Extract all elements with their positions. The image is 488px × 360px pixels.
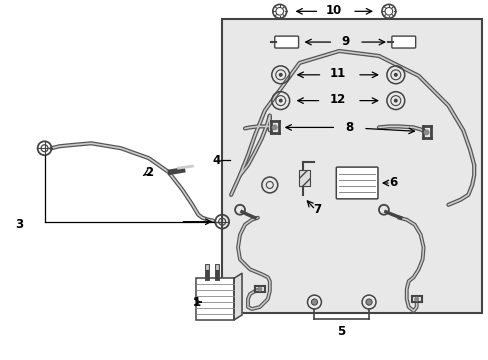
- Circle shape: [361, 295, 375, 309]
- FancyBboxPatch shape: [336, 167, 377, 199]
- Circle shape: [365, 299, 371, 305]
- Text: 12: 12: [329, 93, 346, 106]
- Text: 5: 5: [336, 325, 345, 338]
- Circle shape: [278, 99, 282, 103]
- Text: 9: 9: [341, 35, 348, 48]
- Circle shape: [307, 295, 321, 309]
- Text: 6: 6: [388, 176, 396, 189]
- Bar: [196, 278, 234, 320]
- Text: 8: 8: [345, 121, 353, 134]
- Text: 4: 4: [211, 154, 220, 167]
- Polygon shape: [234, 273, 242, 320]
- Circle shape: [257, 287, 262, 292]
- Text: 3: 3: [16, 218, 24, 231]
- Text: 1: 1: [192, 296, 200, 309]
- Text: 7: 7: [313, 203, 321, 216]
- Bar: [222, 19, 481, 313]
- Circle shape: [311, 299, 317, 305]
- FancyBboxPatch shape: [274, 36, 298, 48]
- Circle shape: [271, 125, 277, 130]
- Text: 2: 2: [144, 166, 152, 179]
- Text: 10: 10: [325, 4, 342, 17]
- Text: 11: 11: [329, 67, 346, 80]
- Bar: [298, 170, 310, 186]
- Circle shape: [423, 129, 428, 135]
- FancyBboxPatch shape: [391, 36, 415, 48]
- Circle shape: [278, 73, 282, 77]
- Circle shape: [393, 73, 397, 77]
- Circle shape: [393, 99, 397, 103]
- Circle shape: [413, 297, 418, 302]
